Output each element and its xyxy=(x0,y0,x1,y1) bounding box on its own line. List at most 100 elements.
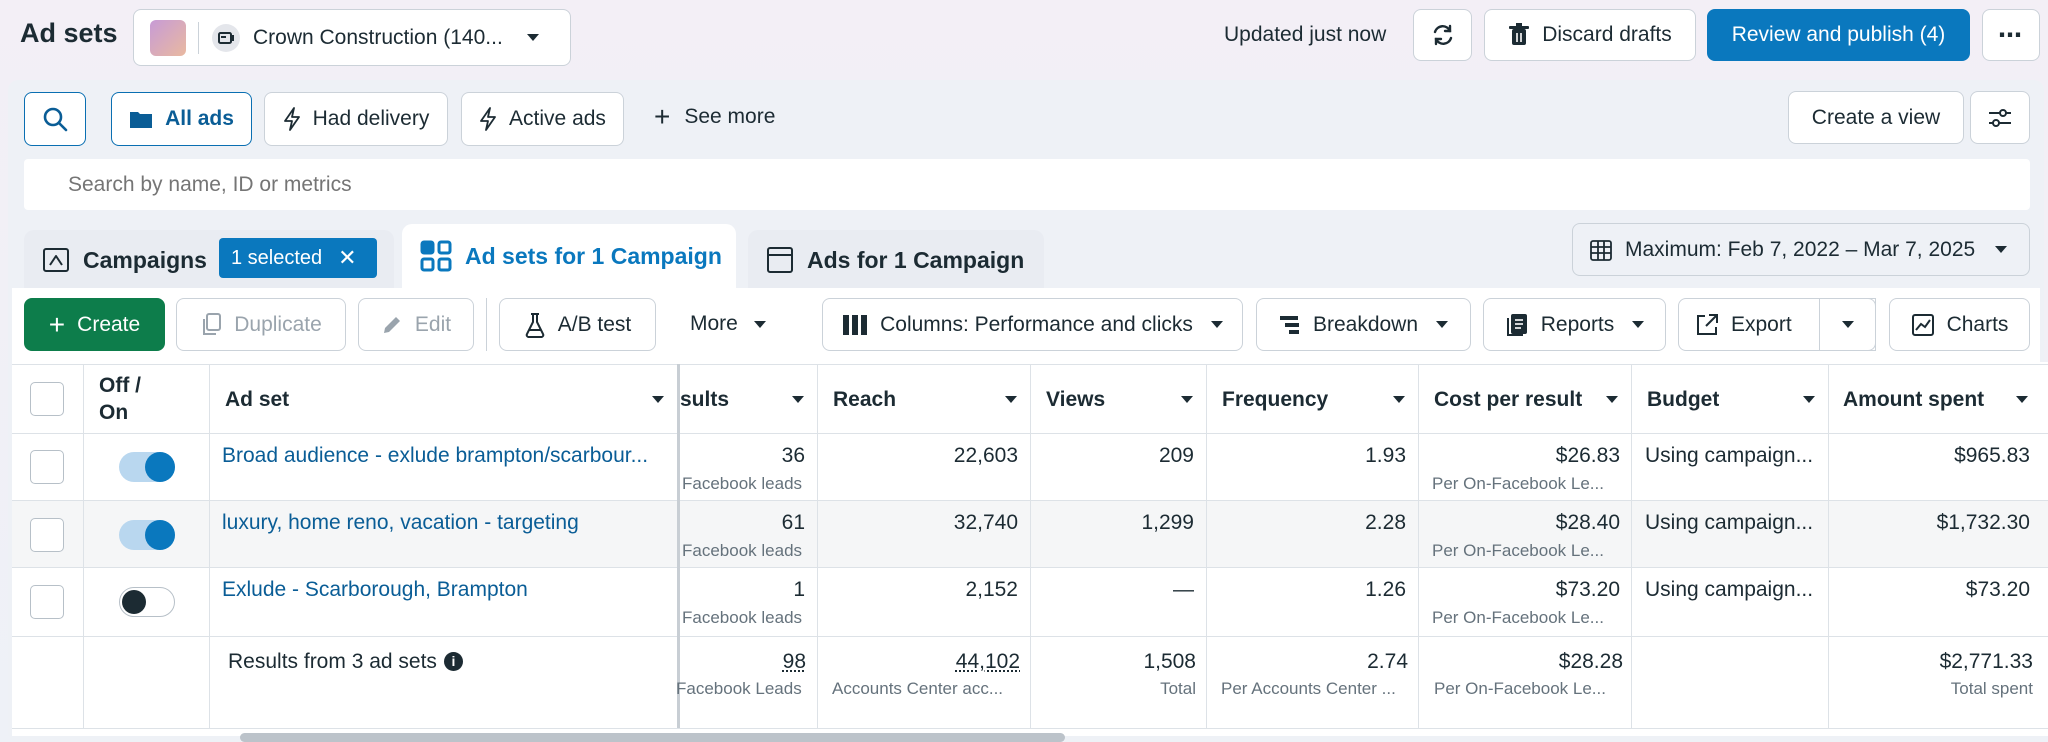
close-icon[interactable]: ✕ xyxy=(338,245,357,270)
horizontal-scrollbar[interactable] xyxy=(240,733,1065,742)
col-views[interactable]: Views xyxy=(1046,388,1106,411)
views-value: 1,299 xyxy=(1141,511,1194,534)
col-frequency-sort-icon[interactable] xyxy=(1393,396,1405,403)
ad-account-icon xyxy=(211,23,241,53)
more-dropdown[interactable]: More xyxy=(690,312,766,336)
col-frequency[interactable]: Frequency xyxy=(1222,388,1329,411)
chevron-down-icon xyxy=(753,320,766,328)
totals-views: 1,508 xyxy=(1143,650,1196,673)
export-dropdown-button[interactable] xyxy=(1819,298,1876,351)
duplicate-button[interactable]: Duplicate xyxy=(176,298,346,351)
view-settings-button[interactable] xyxy=(1970,91,2030,144)
row-toggle[interactable] xyxy=(119,452,175,482)
plus-icon: + xyxy=(48,308,66,340)
account-name: Crown Construction (140... xyxy=(253,25,503,49)
filter-active-ads[interactable]: Active ads xyxy=(461,92,624,146)
selected-badge[interactable]: 1 selected ✕ xyxy=(219,238,377,278)
ab-test-label: A/B test xyxy=(557,312,632,336)
ab-test-button[interactable]: A/B test xyxy=(499,298,656,351)
filter-all-ads[interactable]: All ads xyxy=(111,92,252,146)
frequency-value: 2.28 xyxy=(1365,511,1406,534)
col-cpr-sort-icon[interactable] xyxy=(1606,396,1618,403)
col-off-on-2: On xyxy=(99,401,129,424)
col-reach[interactable]: Reach xyxy=(833,388,897,411)
create-view-button[interactable]: Create a view xyxy=(1788,91,1964,144)
date-range-picker[interactable]: Maximum: Feb 7, 2022 – Mar 7, 2025 xyxy=(1572,223,2030,276)
breakdown-dropdown[interactable]: Breakdown xyxy=(1256,298,1471,351)
tab-campaigns[interactable]: Campaigns 1 selected ✕ xyxy=(24,230,394,290)
results-sub: Facebook leads xyxy=(682,541,803,560)
totals-spent-sub: Total spent xyxy=(1950,679,2033,698)
totals-results-sub: Facebook Leads xyxy=(676,679,802,698)
results-value: 61 xyxy=(781,511,805,534)
calendar-icon xyxy=(1589,238,1613,262)
results-value: 36 xyxy=(781,444,805,467)
see-more-button[interactable]: + See more xyxy=(654,103,776,131)
budget-value: Using campaign... xyxy=(1645,511,1814,534)
col-spent-sort-icon[interactable] xyxy=(2016,396,2028,403)
columns-label: Columns: Performance and clicks xyxy=(880,312,1193,336)
review-publish-label: Review and publish (4) xyxy=(1731,23,1946,46)
select-all-checkbox[interactable] xyxy=(30,382,64,416)
reports-dropdown[interactable]: Reports xyxy=(1483,298,1666,351)
tab-ad-sets-label: Ad sets for 1 Campaign xyxy=(465,243,722,269)
charts-button[interactable]: Charts xyxy=(1889,298,2030,351)
trash-icon xyxy=(1508,23,1530,47)
row-checkbox[interactable] xyxy=(30,518,64,552)
totals-frequency-sub: Per Accounts Center ... xyxy=(1221,679,1396,698)
row-checkbox[interactable] xyxy=(30,585,64,619)
chevron-down-icon xyxy=(1841,321,1854,328)
campaign-icon xyxy=(42,246,70,274)
search-toggle-button[interactable] xyxy=(24,92,86,146)
totals-cpr: $28.28 xyxy=(1558,650,1623,673)
filter-had-delivery[interactable]: Had delivery xyxy=(264,92,448,146)
account-selector[interactable]: Crown Construction (140... xyxy=(133,9,571,66)
more-options-button[interactable]: ⋯ xyxy=(1982,9,2040,61)
col-views-sort-icon[interactable] xyxy=(1181,396,1193,403)
reach-value: 22,603 xyxy=(953,444,1018,467)
col-budget-sort-icon[interactable] xyxy=(1803,396,1815,403)
lightning-icon xyxy=(283,107,301,131)
tab-ad-sets[interactable]: Ad sets for 1 Campaign xyxy=(402,224,736,292)
reach-value: 2,152 xyxy=(965,578,1018,601)
columns-icon xyxy=(842,314,868,336)
cpr-sub: Per On-Facebook Le... xyxy=(1432,608,1604,627)
tab-ads[interactable]: Ads for 1 Campaign xyxy=(748,230,1044,292)
discard-drafts-button[interactable]: Discard drafts xyxy=(1484,9,1696,61)
col-ad-set-sort-icon[interactable] xyxy=(652,396,664,403)
col-budget[interactable]: Budget xyxy=(1647,388,1720,411)
export-icon xyxy=(1695,313,1719,337)
chevron-down-icon xyxy=(1210,321,1223,328)
columns-dropdown[interactable]: Columns: Performance and clicks xyxy=(822,298,1243,351)
row-toggle[interactable] xyxy=(119,587,175,617)
info-icon[interactable]: i xyxy=(444,652,463,671)
row-toggle[interactable] xyxy=(119,520,175,550)
results-value: 1 xyxy=(793,578,805,601)
ad-set-name-link[interactable]: luxury, home reno, vacation - targeting xyxy=(222,511,579,534)
ad-set-name-link[interactable]: Exlude - Scarborough, Brampton xyxy=(222,578,528,601)
col-results-sort-icon[interactable] xyxy=(792,396,804,403)
refresh-button[interactable] xyxy=(1413,9,1472,61)
cpr-value: $28.40 xyxy=(1555,511,1620,534)
totals-reach: 44,102 xyxy=(955,650,1020,673)
row-checkbox[interactable] xyxy=(30,450,64,484)
edit-label: Edit xyxy=(414,312,452,336)
chevron-down-icon xyxy=(1632,321,1645,328)
cpr-sub: Per On-Facebook Le... xyxy=(1432,541,1604,560)
totals-spent: $2,771.33 xyxy=(1939,650,2033,673)
col-cost-per-result[interactable]: Cost per result xyxy=(1434,388,1583,411)
lightning-icon xyxy=(479,107,497,131)
review-publish-button[interactable]: Review and publish (4) xyxy=(1707,9,1970,61)
grid-icon xyxy=(420,240,452,272)
search-input[interactable] xyxy=(24,159,2030,210)
col-reach-sort-icon[interactable] xyxy=(1005,396,1017,403)
create-button[interactable]: + Create xyxy=(24,298,165,351)
edit-button[interactable]: Edit xyxy=(358,298,474,351)
col-amount-spent[interactable]: Amount spent xyxy=(1843,388,1985,411)
ad-set-name-link[interactable]: Broad audience - exlude brampton/scarbou… xyxy=(222,444,649,467)
see-more-label: See more xyxy=(684,105,776,128)
col-results[interactable]: sults xyxy=(680,388,730,411)
col-ad-set[interactable]: Ad set xyxy=(225,388,290,411)
frozen-column-edge xyxy=(677,364,680,728)
charts-label: Charts xyxy=(1946,312,2009,336)
